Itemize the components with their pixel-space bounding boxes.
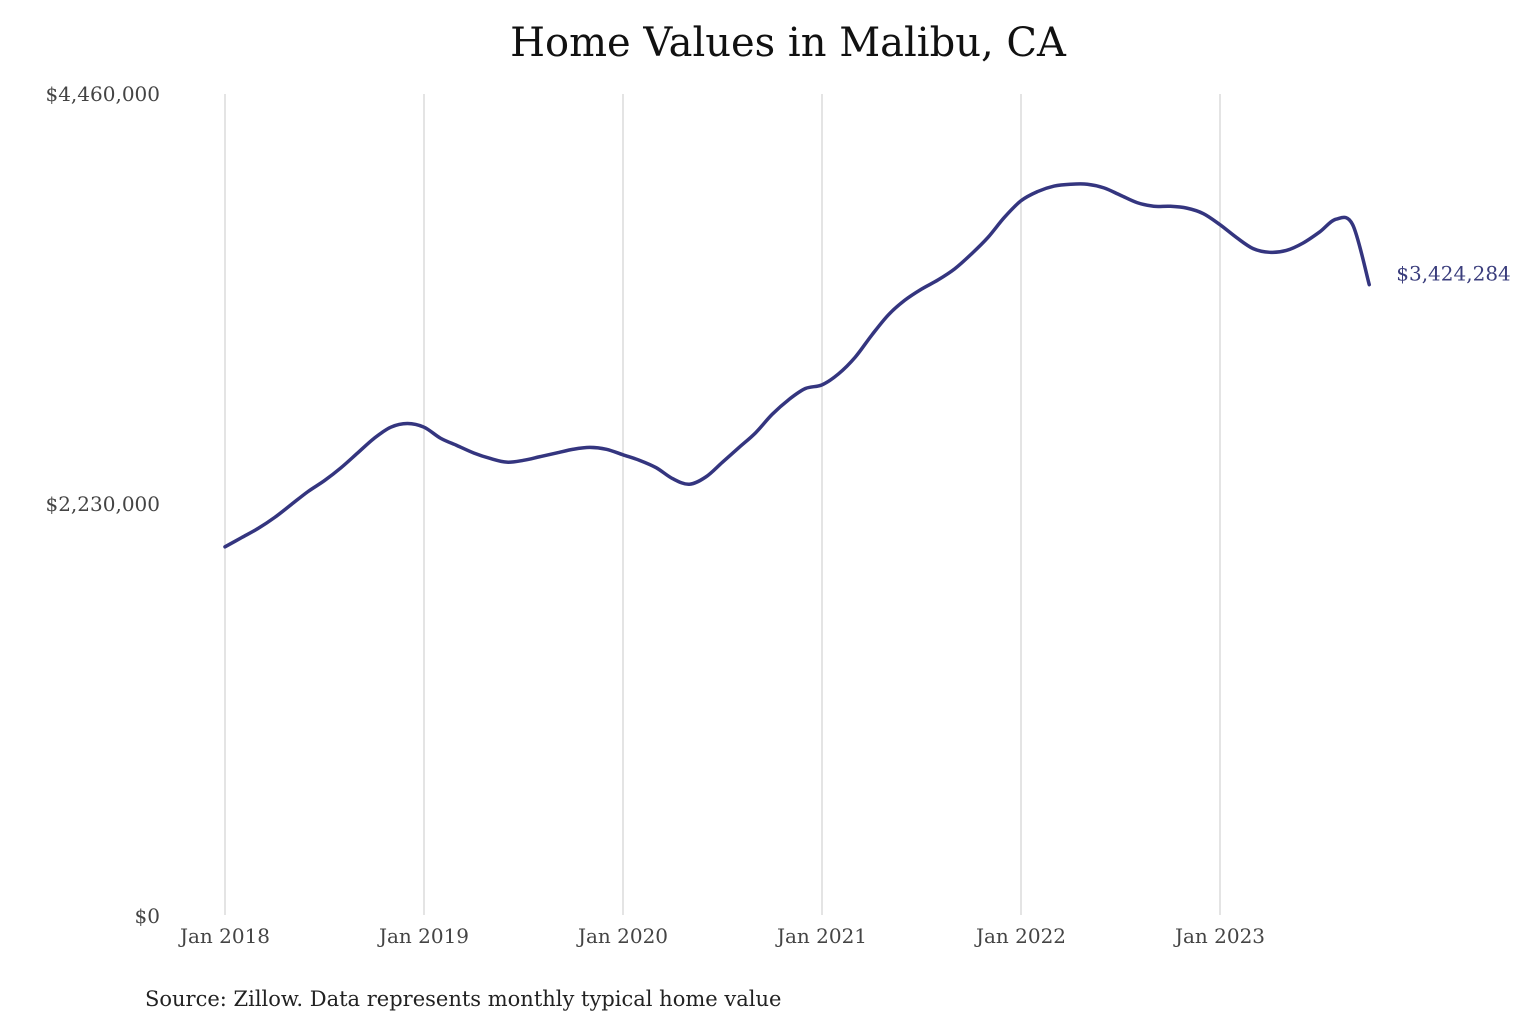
y-tick-label: $4,460,000 [45,82,160,106]
vertical-gridlines [224,94,1221,915]
y-tick-label: $2,230,000 [45,492,160,516]
x-tick-label: Jan 2019 [377,924,469,948]
x-tick-label: Jan 2020 [576,924,668,948]
end-value-label: $3,424,284 [1396,262,1511,286]
chart-title: Home Values in Malibu, CA [510,20,1067,66]
x-tick-label: Jan 2022 [974,924,1066,948]
x-axis-labels: Jan 2018 Jan 2019 Jan 2020 Jan 2021 Jan 2022… [178,924,1265,948]
x-tick-label: Jan 2018 [178,924,270,948]
source-note: Source: Zillow. Data represents monthly … [145,987,781,1011]
y-axis-labels: $4,460,000 $2,230,000 $0 [45,82,160,928]
x-tick-label: Jan 2023 [1173,924,1265,948]
series-line [223,182,1371,549]
x-tick-label: Jan 2021 [775,924,867,948]
end-value-label-group: $3,424,284 [1396,262,1511,286]
y-tick-label: $0 [135,904,160,928]
